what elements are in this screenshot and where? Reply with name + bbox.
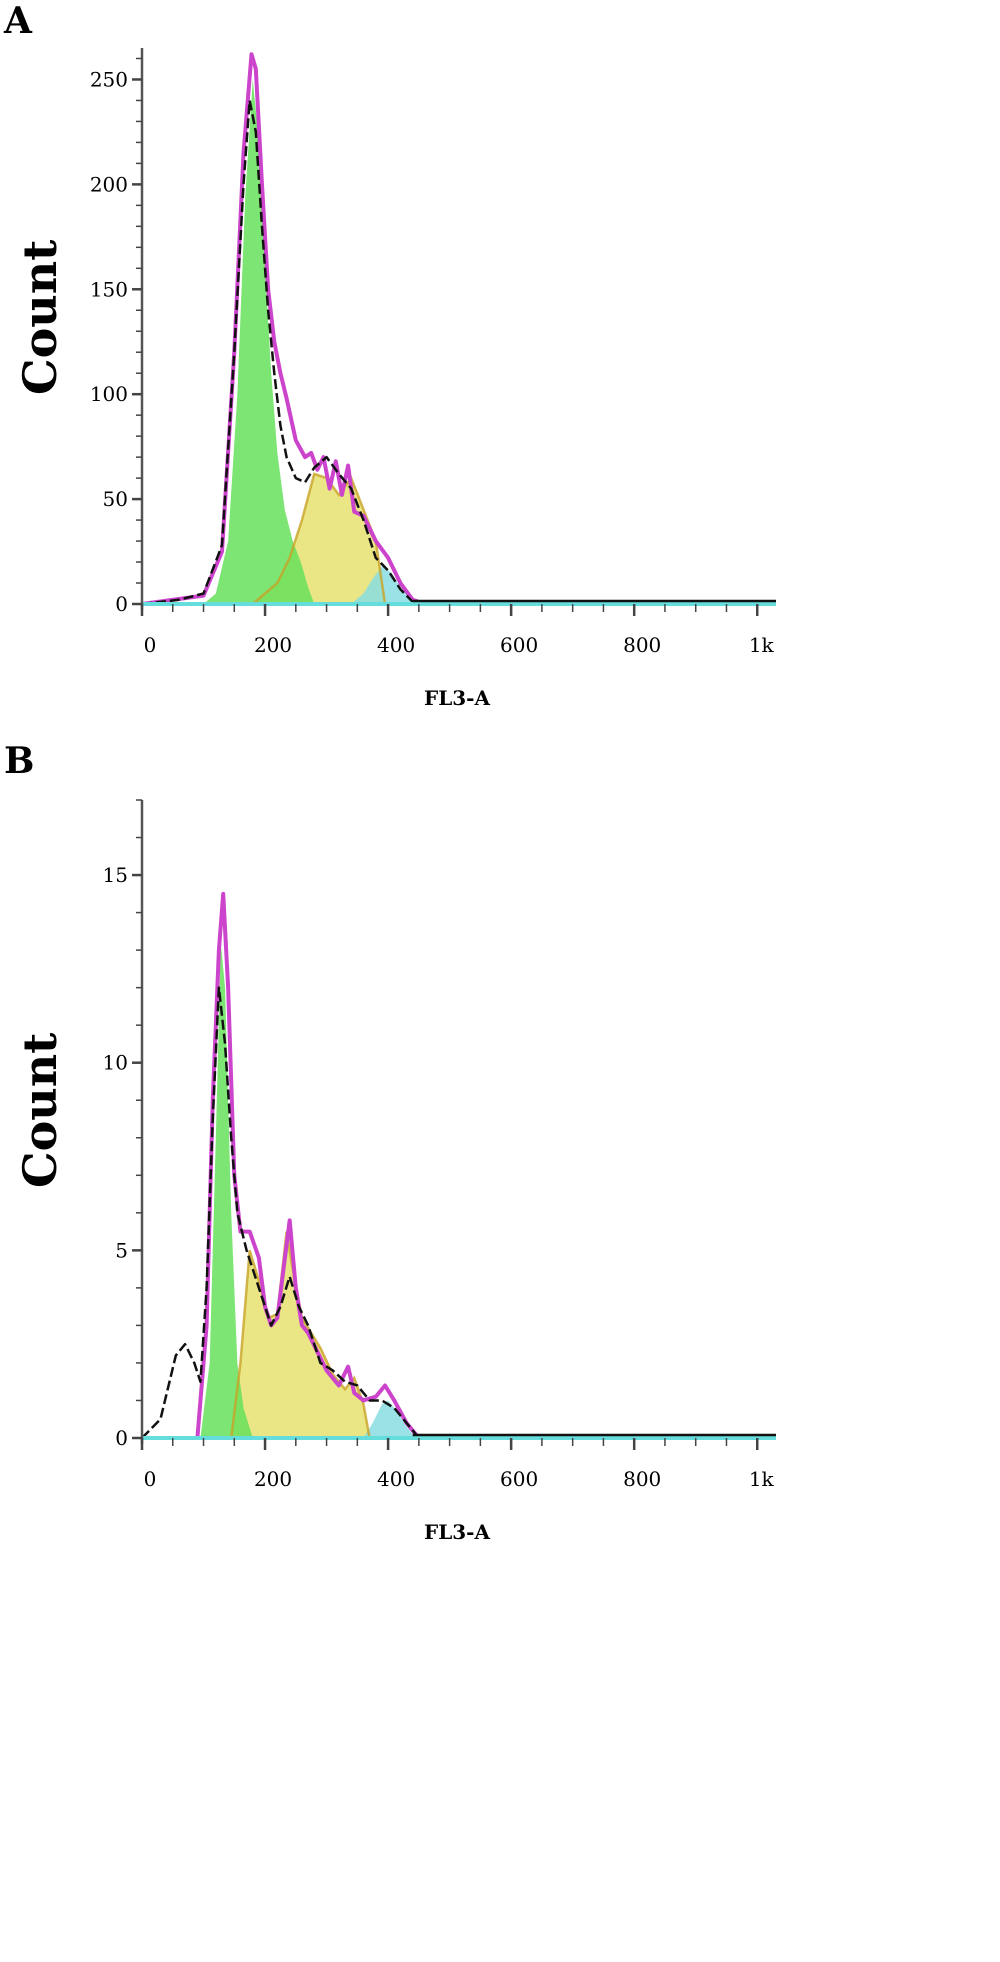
panel-b-x-tick-label: 1k	[749, 1467, 775, 1491]
panel-b-y-tick-label: 0	[115, 1426, 128, 1450]
panel-a-y-tick-label: 100	[90, 382, 128, 406]
panel-a-letter: A	[4, 0, 32, 42]
panel-a-histogram: 0 50 100 150 200 250 0 200 400 600 800 1k	[90, 48, 776, 657]
panel-a-x-tick-label: 800	[623, 633, 661, 657]
panel-b-x-tick-label: 600	[500, 1467, 538, 1491]
panel-a-y-tick-label: 0	[115, 592, 128, 616]
panel-a-y-tick-label: 200	[90, 172, 128, 196]
panel-b-line-data	[141, 986, 772, 1440]
panel-b-histogram: 0 5 10 15 0 200 400 600 800 1k	[103, 799, 776, 1491]
panel-b-area-s	[231, 1231, 370, 1438]
panel-a-x-axis-label: FL3-A	[424, 686, 490, 710]
panel-b-line-total	[142, 891, 772, 1440]
panel-a-y-tick-label: 150	[90, 277, 128, 301]
panel-a-line-data	[141, 99, 772, 606]
panel-a: A Count FL3-A 0 50 100 150 200 250 0 200 400 600 8…	[0, 0, 1000, 960]
panel-b-y-tick-label: 15	[103, 863, 128, 887]
panel-b-x-axis-label: FL3-A	[424, 1520, 490, 1544]
panel-a-x-tick-label: 600	[500, 633, 538, 657]
panel-b-x-tick-label: 400	[377, 1467, 415, 1491]
panel-b: B Count FL3-A 0 5 10 15 0 200 400 600 800 1k	[0, 740, 1000, 1700]
panel-a-y-tick-label: 50	[103, 487, 128, 511]
panel-a-x-tick-label: 1k	[749, 633, 775, 657]
panel-a-x-tick-label: 400	[377, 633, 415, 657]
panel-b-x-tick-label: 0	[144, 1467, 157, 1491]
panel-a-x-tick-label: 200	[254, 633, 292, 657]
panel-b-area-g2	[363, 1400, 416, 1438]
panel-a-y-tick-label: 250	[90, 67, 128, 91]
panel-b-y-tick-label: 10	[103, 1051, 128, 1075]
panel-b-x-tick-label: 800	[623, 1467, 661, 1491]
panel-b-letter: B	[4, 740, 35, 782]
panel-a-line-s-edge	[251, 472, 387, 605]
panel-a-area-g1	[203, 79, 315, 605]
panel-b-x-tick-label: 200	[254, 1467, 292, 1491]
panel-b-y-tick-label: 5	[115, 1238, 128, 1262]
panel-b-area-g1	[200, 942, 253, 1438]
panel-a-x-tick-label: 0	[144, 633, 157, 657]
panel-a-area-g2	[351, 566, 422, 604]
panel-a-line-total	[141, 52, 772, 606]
